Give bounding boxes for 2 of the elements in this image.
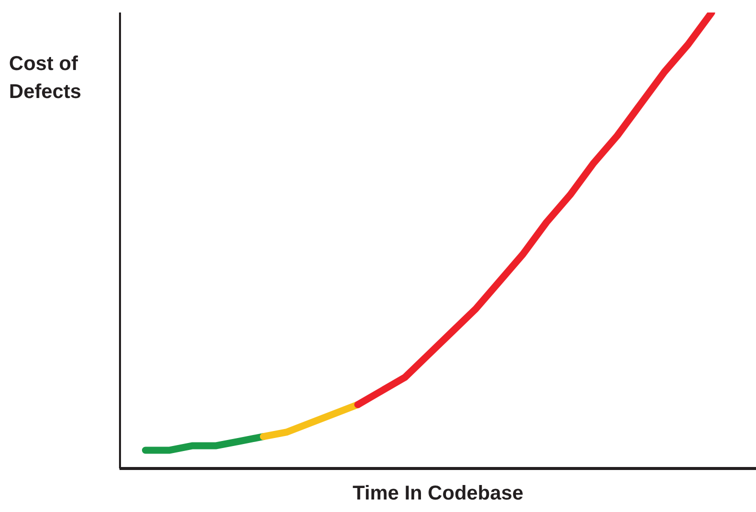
y-axis-title: Cost of Defects — [8, 52, 82, 105]
x-axis-title: Time In Codebase — [352, 482, 524, 504]
